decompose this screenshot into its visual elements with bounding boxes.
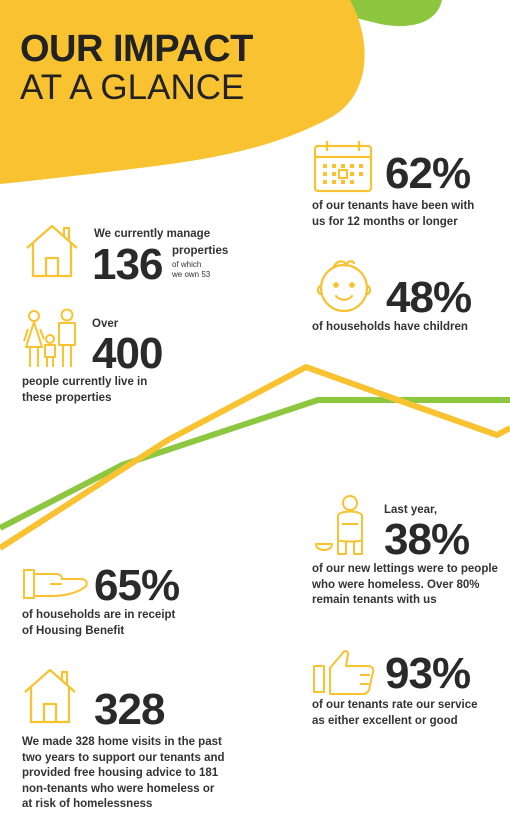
hand-icon — [22, 566, 92, 602]
children-number: 48% — [386, 273, 472, 322]
thumbs-up-icon — [312, 648, 378, 696]
satisfaction-text: of our tenants rate our service as eithe… — [312, 698, 478, 729]
benefit-text: of households are in receipt of Housing … — [22, 608, 175, 639]
homeless-intro: Last year, — [384, 504, 438, 516]
people-intro: Over — [92, 318, 119, 330]
properties-note-line-2: we own 53 — [172, 269, 211, 279]
visits-text-line-2: two years to support our tenants and — [22, 751, 225, 764]
yellow-blob — [0, 0, 365, 184]
people-text-line-1: people currently live in — [22, 376, 148, 388]
properties-note: of which we own 53 — [172, 260, 210, 279]
visits-text-line-3: provided free housing advice to 181 — [22, 767, 219, 780]
family-icon — [22, 307, 82, 369]
people-number: 400 — [92, 329, 163, 378]
homeless-text-line-1: of our new lettings were to people — [312, 563, 498, 575]
properties-intro: We currently manage — [94, 228, 211, 240]
benefit-text-line-2: of Housing Benefit — [22, 624, 125, 637]
homeless-text-line-3: remain tenants with us — [312, 594, 437, 607]
visits-text-line-1: We made 328 home visits in the past — [22, 736, 222, 748]
tenancy-text-line-1: of our tenants have been with — [312, 200, 475, 212]
calendar-icon — [312, 138, 374, 194]
people-text-line-2: these properties — [22, 391, 112, 404]
house-icon — [24, 222, 80, 278]
baby-face-icon — [314, 256, 374, 314]
children-text: of households have children — [312, 321, 468, 333]
page-title: OUR IMPACT AT A GLANCE — [20, 30, 253, 105]
tenancy-text-line-2: us for 12 months or longer — [312, 215, 458, 228]
properties-note-line-1: of which — [172, 260, 202, 269]
properties-number: 136 — [92, 240, 163, 289]
visits-number: 328 — [94, 685, 165, 734]
properties-unit: properties — [172, 245, 229, 257]
person-sitting-icon — [312, 494, 372, 556]
homeless-number: 38% — [384, 515, 470, 564]
house-icon — [22, 666, 78, 724]
visits-text-line-5: at risk of homelessness — [22, 798, 153, 811]
title-line-1: OUR IMPACT — [20, 28, 253, 70]
visits-text-line-4: non-tenants who were homeless or — [22, 782, 215, 795]
benefit-number: 65% — [94, 561, 180, 610]
homeless-text-line-2: who were homeless. Over 80% — [312, 578, 480, 591]
tenancy-number: 62% — [385, 149, 471, 198]
homeless-text: of our new lettings were to people who w… — [312, 562, 498, 609]
people-text: people currently live in these propertie… — [22, 375, 147, 406]
satisfaction-text-line-2: as either excellent or good — [312, 714, 458, 727]
benefit-text-line-1: of households are in receipt — [22, 609, 176, 621]
tenancy-text: of our tenants have been with us for 12 … — [312, 199, 474, 230]
satisfaction-number: 93% — [385, 649, 471, 698]
green-trend-line — [0, 397, 510, 531]
visits-text: We made 328 home visits in the past two … — [22, 735, 225, 813]
yellow-trend-line — [0, 364, 510, 551]
satisfaction-text-line-1: of our tenants rate our service — [312, 699, 478, 711]
title-line-2: AT A GLANCE — [20, 68, 245, 107]
